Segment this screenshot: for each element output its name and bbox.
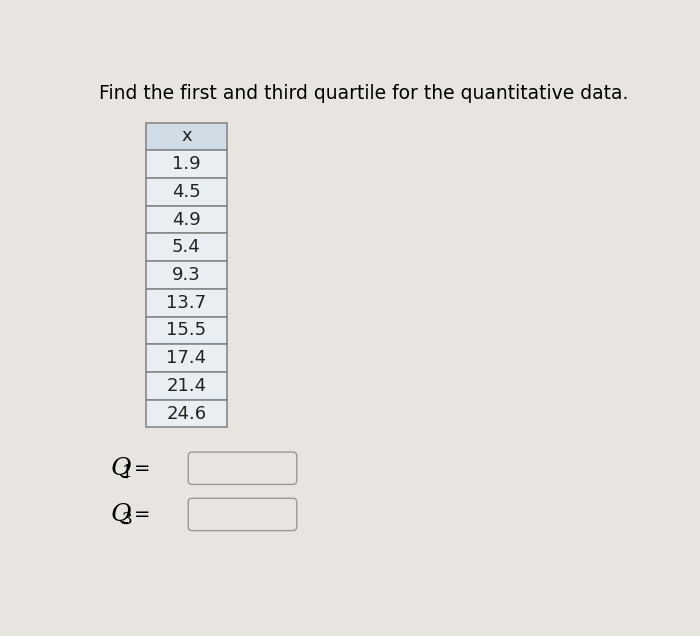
FancyBboxPatch shape [146, 372, 227, 399]
FancyBboxPatch shape [146, 317, 227, 344]
FancyBboxPatch shape [146, 289, 227, 317]
FancyBboxPatch shape [146, 344, 227, 372]
FancyBboxPatch shape [188, 452, 297, 485]
Text: 17.4: 17.4 [167, 349, 206, 367]
Text: 5.4: 5.4 [172, 238, 201, 256]
Text: Find the first and third quartile for the quantitative data.: Find the first and third quartile for th… [99, 84, 629, 103]
FancyBboxPatch shape [188, 498, 297, 530]
Text: Q: Q [111, 503, 132, 526]
Text: 1.9: 1.9 [172, 155, 201, 173]
FancyBboxPatch shape [146, 233, 227, 261]
Text: Q: Q [111, 457, 132, 480]
Text: 3: 3 [122, 511, 132, 528]
Text: 1: 1 [122, 464, 132, 481]
Text: =: = [134, 505, 150, 524]
FancyBboxPatch shape [146, 178, 227, 205]
Text: x: x [181, 127, 192, 146]
FancyBboxPatch shape [146, 261, 227, 289]
FancyBboxPatch shape [146, 123, 227, 150]
Text: 9.3: 9.3 [172, 266, 201, 284]
FancyBboxPatch shape [146, 150, 227, 178]
Text: 21.4: 21.4 [167, 377, 206, 395]
Text: =: = [134, 459, 150, 478]
FancyBboxPatch shape [146, 205, 227, 233]
Text: 15.5: 15.5 [167, 321, 206, 340]
Text: 13.7: 13.7 [167, 294, 206, 312]
FancyBboxPatch shape [146, 399, 227, 427]
Text: 4.5: 4.5 [172, 183, 201, 201]
Text: 4.9: 4.9 [172, 211, 201, 228]
Text: 24.6: 24.6 [167, 404, 206, 422]
